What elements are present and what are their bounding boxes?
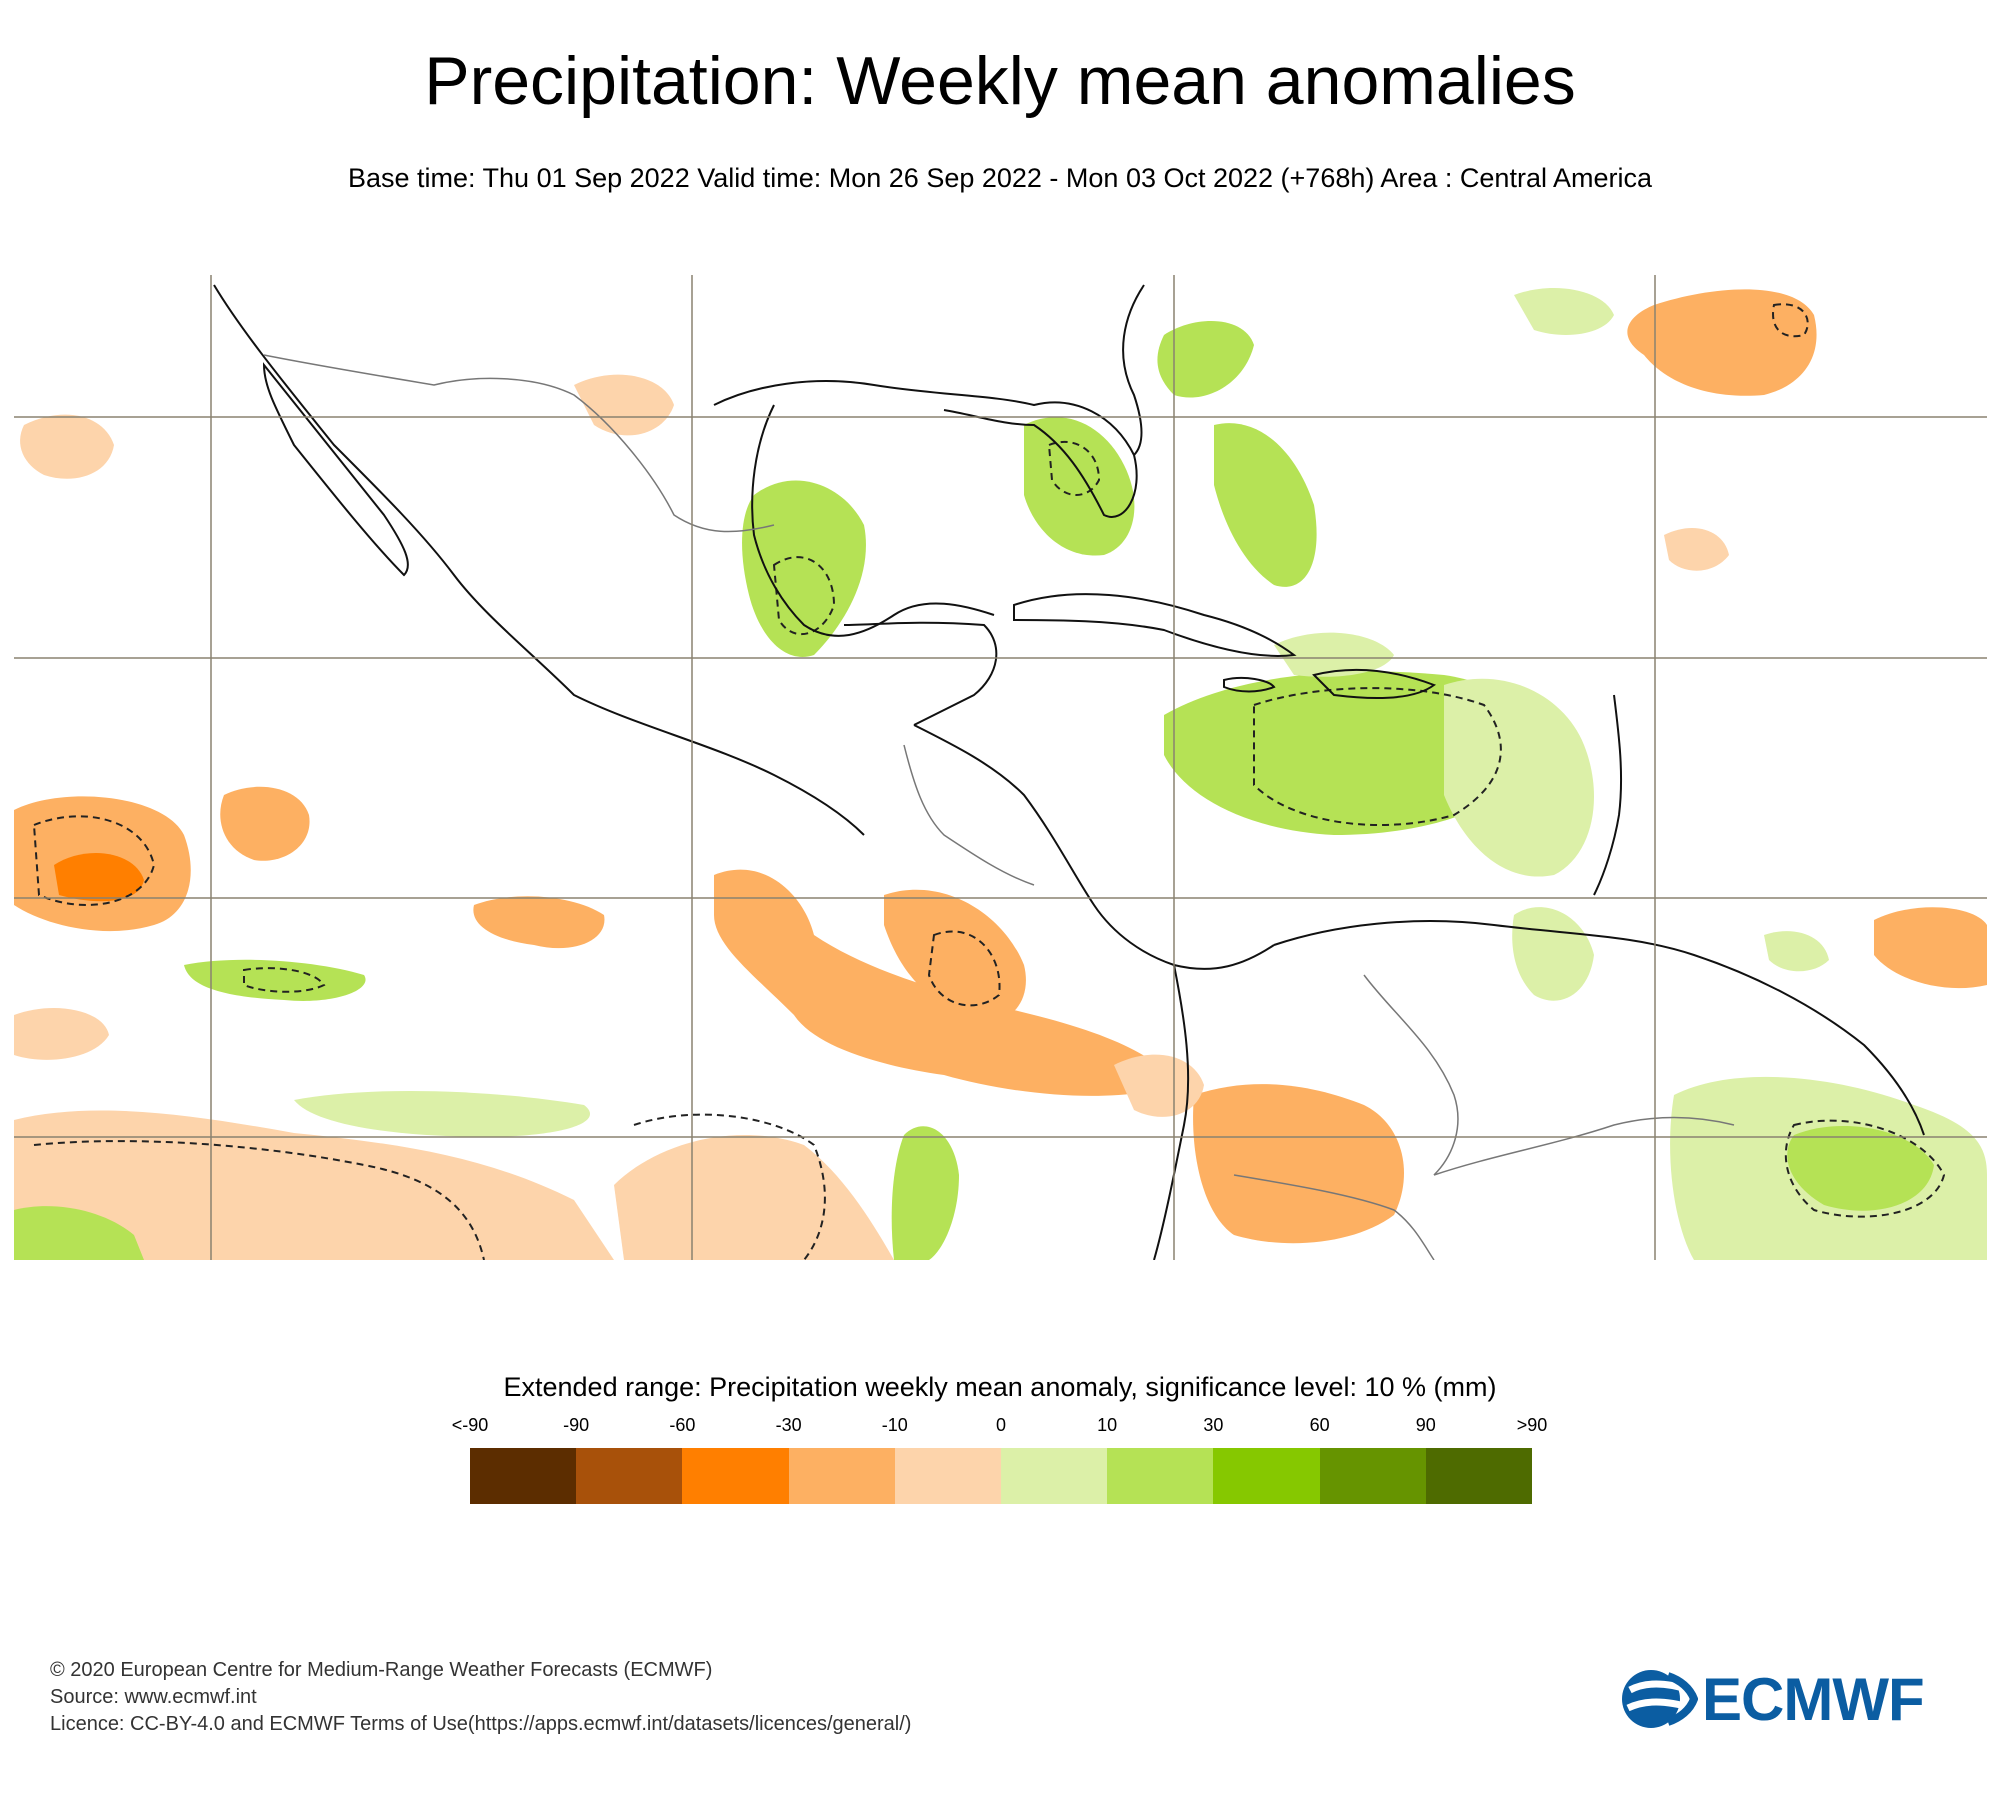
- wet-area-south-america-core: [1787, 1126, 1934, 1211]
- dry-area-colombia-light: [1114, 1054, 1204, 1117]
- coast-gulf-mexico: [713, 380, 1138, 518]
- dry-area-atlantic-east: [1874, 907, 1987, 989]
- ecmwf-logo: ECMWF: [1620, 1665, 1950, 1733]
- legend-swatch-1: [576, 1448, 683, 1504]
- legend-tick: -90: [563, 1415, 590, 1435]
- graticule: [14, 275, 1987, 1260]
- negative-anomaly-areas: [14, 289, 1987, 1260]
- coast-south-america: [1273, 920, 1925, 1136]
- legend-swatch-4: [894, 1448, 1002, 1504]
- contour-pacific-south: [33, 1140, 485, 1260]
- coast-lesser-antilles: [1593, 694, 1623, 896]
- wet-area-pacific-south-band: [294, 1090, 590, 1137]
- dry-area-atlantic-north-east: [1627, 289, 1817, 396]
- wet-area-florida: [1024, 417, 1135, 556]
- legend-tick: >90: [1516, 1415, 1548, 1435]
- ecmwf-logo-text: ECMWF: [1702, 1665, 1925, 1733]
- legend-swatch-0: [470, 1448, 577, 1504]
- coast-cuba: [1013, 593, 1297, 657]
- dry-area-mid-pacific: [473, 896, 605, 949]
- legend-swatch-9: [1425, 1448, 1533, 1504]
- dry-area-pacific-blob: [220, 786, 310, 861]
- contour-pacific-center-2: [633, 1113, 826, 1260]
- dry-area-pacific-center-2: [884, 889, 1026, 1022]
- legend-swatch-7: [1213, 1448, 1320, 1504]
- anomaly-map: [14, 275, 1987, 1260]
- legend-swatch-2: [682, 1448, 789, 1504]
- wet-area-pacific-south-left: [14, 1206, 144, 1260]
- legend-tick: 0: [995, 1415, 1007, 1435]
- dry-area-pacific-south-west: [14, 1110, 614, 1260]
- legend-color-bar: [470, 1448, 1533, 1504]
- border-central-america: [903, 744, 1035, 886]
- legend-tick: 30: [1203, 1415, 1224, 1435]
- wet-area-venezuela-light: [1512, 907, 1594, 1001]
- ecmwf-logo-icon: [1622, 1670, 1698, 1728]
- significance-contours: [32, 303, 1946, 1260]
- contour-caribbean: [1253, 687, 1502, 826]
- wet-area-us-east-coast: [1157, 321, 1254, 398]
- wet-area-caribbean-east-light: [1444, 678, 1594, 877]
- legend-tick: 60: [1309, 1415, 1330, 1435]
- coast-yucatan: [843, 621, 998, 726]
- contour-florida: [1047, 440, 1101, 496]
- coast-south-america-pacific: [1153, 964, 1190, 1260]
- legend-swatch-5: [1001, 1448, 1108, 1504]
- wet-area-atlantic-north: [1514, 287, 1614, 335]
- legend-swatch-3: [788, 1448, 895, 1504]
- footer: © 2020 European Centre for Medium-Range …: [50, 1657, 911, 1738]
- coast-us-east: [1122, 284, 1145, 456]
- contour-gulf: [772, 556, 836, 636]
- coast-mexico-gulf-west: [751, 404, 995, 637]
- wet-area-pacific-south-mid: [891, 1126, 959, 1260]
- coast-central-america: [913, 724, 1275, 970]
- coast-baja: [262, 362, 409, 577]
- legend-tick: 10: [1097, 1415, 1118, 1435]
- legend-tick: -10: [881, 1415, 908, 1435]
- wet-area-atlantic-east-small: [1764, 931, 1829, 972]
- dry-area-atlantic-mid: [1664, 527, 1729, 571]
- border-brazil: [1433, 1116, 1735, 1176]
- dry-area-pacific-west-core: [54, 853, 144, 902]
- dry-area-pacific-center: [714, 869, 1174, 1096]
- legend-ticks: <-90 -90 -60 -30 -10 0 10 30 60 90 >90: [452, 1415, 1548, 1439]
- legend-tick: <-90: [451, 1415, 489, 1435]
- border-colombia-venezuela: [1363, 974, 1459, 1176]
- dry-area-pacific-south-blob: [14, 1007, 109, 1060]
- coast-jamaica: [1223, 677, 1276, 693]
- legend-tick: 90: [1415, 1415, 1436, 1435]
- contour-south-america-east: [1784, 1119, 1946, 1218]
- coast-hispaniola: [1312, 668, 1437, 699]
- legend-swatch-8: [1319, 1448, 1426, 1504]
- wet-area-pacific-band: [184, 959, 366, 1001]
- positive-anomaly-areas: [14, 287, 1987, 1260]
- legend-tick: -60: [669, 1415, 696, 1435]
- dry-area-pacific-north-west: [20, 414, 115, 479]
- licence-text: Licence: CC-BY-4.0 and ECMWF Terms of Us…: [50, 1713, 912, 1735]
- contour-pacific-center: [927, 930, 1001, 1007]
- dry-area-us-southwest: [574, 374, 674, 436]
- dry-area-pacific-south-central: [614, 1134, 894, 1260]
- copyright-text: © 2020 European Centre for Medium-Range …: [50, 1659, 713, 1681]
- chart-title: Precipitation: Weekly mean anomalies: [424, 43, 1576, 119]
- legend-title: Extended range: Precipitation weekly mea…: [503, 1372, 1497, 1402]
- source-text: Source: www.ecmwf.int: [50, 1686, 257, 1708]
- legend-tick: -30: [775, 1415, 802, 1435]
- wet-area-central-america-light: [1274, 632, 1394, 677]
- contour-pacific-west: [32, 815, 156, 906]
- wet-area-bahamas: [1214, 423, 1317, 587]
- border-colombia-peru: [1233, 1174, 1435, 1260]
- coast-mexico-pacific: [213, 284, 865, 836]
- dry-area-south-america: [1193, 1084, 1404, 1244]
- coastlines: [213, 284, 1925, 1260]
- chart-subtitle: Base time: Thu 01 Sep 2022 Valid time: M…: [347, 163, 1652, 193]
- legend-swatch-6: [1107, 1448, 1214, 1504]
- contour-pacific-band: [243, 967, 326, 993]
